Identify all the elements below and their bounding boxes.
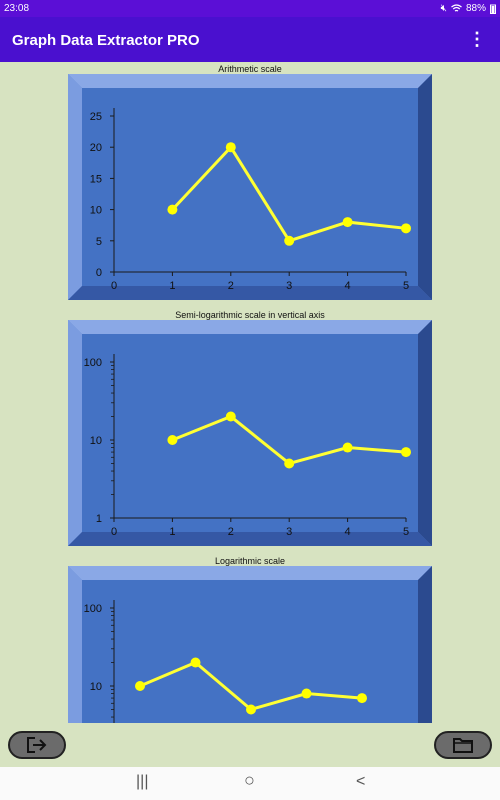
home-button[interactable]: ○ (244, 770, 255, 790)
open-folder-button[interactable] (434, 731, 492, 759)
y-tick-label: 100 (84, 357, 102, 369)
data-point (167, 435, 178, 445)
data-point (225, 142, 236, 153)
x-tick-label: 4 (345, 526, 351, 538)
data-point (301, 688, 312, 699)
recents-button[interactable]: ||| (136, 773, 149, 790)
status-bar: 23:08 🔇︎ 88% (0, 0, 500, 17)
chart-frame: 1 10 100 0 1 2 3 4 5 (68, 320, 432, 546)
data-point (225, 411, 236, 422)
x-tick-label: 3 (286, 280, 292, 292)
chart-arithmetic: Arithmetic scale 0 5 10 15 20 25 0 1 2 3 4 5 (0, 62, 500, 308)
x-tick-label: 2 (228, 280, 234, 292)
mute-icon: 🔇︎ (440, 3, 447, 14)
data-point (284, 235, 295, 246)
data-point (401, 447, 411, 458)
data-point (167, 204, 178, 215)
y-tick-label: 1 (96, 513, 102, 525)
x-tick-label: 0 (111, 280, 117, 292)
y-tick-label: 20 (90, 142, 102, 154)
x-tick-label: 5 (403, 526, 409, 538)
x-tick-label: 3 (286, 526, 292, 538)
data-point (135, 681, 145, 691)
x-tick-label: 4 (345, 280, 351, 292)
y-tick-label: 25 (90, 111, 102, 123)
chart-frame: 0 5 10 15 20 25 0 1 2 3 4 5 (68, 74, 432, 300)
data-point (401, 223, 411, 234)
app-bar: Graph Data Extractor PRO ⋮ (0, 17, 500, 62)
data-point (342, 442, 353, 453)
system-nav-bar: ||| ○ < (0, 767, 500, 800)
exit-to-app-icon (27, 737, 47, 753)
y-tick-label: 10 (90, 681, 102, 693)
bottom-toolbar (0, 723, 500, 767)
data-point (342, 217, 353, 228)
exit-button[interactable] (8, 731, 66, 759)
y-tick-label: 10 (90, 205, 102, 217)
status-icons: 🔇︎ 88% (441, 3, 496, 14)
chart-title: Arithmetic scale (218, 64, 282, 74)
app-title: Graph Data Extractor PRO (12, 32, 200, 49)
wifi-icon (451, 4, 462, 12)
battery-text: 88% (465, 3, 486, 14)
x-tick-label: 5 (403, 280, 409, 292)
folder-icon (453, 738, 473, 753)
battery-icon (490, 4, 496, 14)
chart-semilog: Semi-logarithmic scale in vertical axis … (0, 308, 500, 554)
x-tick-label: 1 (169, 280, 175, 292)
status-time: 23:08 (4, 3, 30, 14)
y-tick-label: 0 (96, 267, 102, 279)
x-tick-label: 1 (169, 526, 175, 538)
charts-scroll-area[interactable]: Arithmetic scale 0 5 10 15 20 25 0 1 2 3 4 5 Semi-l… (0, 62, 500, 723)
x-tick-label: 0 (111, 526, 117, 538)
series-line (139, 660, 363, 712)
y-tick-label: 100 (84, 603, 102, 615)
data-point (246, 704, 256, 715)
chart-plot: 0 5 10 15 20 25 0 1 2 3 4 5 (90, 108, 411, 292)
chart-title: Logarithmic scale (214, 556, 286, 566)
more-vert-icon[interactable]: ⋮ (468, 29, 486, 49)
y-tick-label: 5 (96, 236, 102, 248)
data-point (357, 693, 367, 704)
data-point (284, 458, 295, 469)
y-tick-label: 10 (90, 435, 102, 447)
series-line (171, 144, 407, 243)
y-tick-label: 15 (90, 173, 102, 185)
data-point (190, 657, 201, 668)
chart-title: Semi-logarithmic scale in vertical axis (175, 310, 325, 320)
x-tick-label: 2 (228, 526, 234, 538)
back-button[interactable]: < (356, 773, 366, 790)
series-line (171, 414, 407, 466)
